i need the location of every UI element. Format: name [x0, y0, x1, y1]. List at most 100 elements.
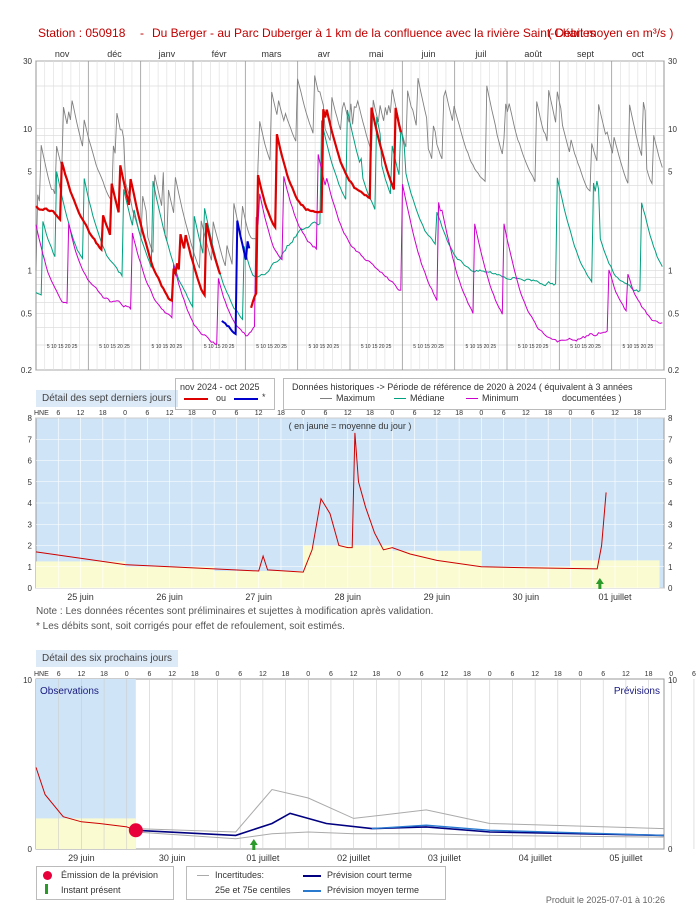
historical-title: Données historiques -> Période de référe…: [292, 382, 633, 392]
seven-hour-tick: 12: [344, 410, 352, 417]
seven-y-tick-right: 5: [668, 478, 673, 487]
seven-hour-tick: 0: [479, 410, 483, 417]
six-hour-tick: 18: [554, 671, 562, 678]
y-tick-label-right: 10: [668, 125, 677, 134]
seven-hour-tick: 18: [366, 410, 374, 417]
seven-y-tick: 3: [28, 520, 33, 529]
note-preliminary: Note : Les données récentes sont prélimi…: [36, 606, 434, 617]
max-swatch: [320, 398, 332, 399]
present-arrow-stem: [598, 584, 602, 589]
y-tick-label-right: 0.5: [668, 309, 680, 318]
seven-hour-tick: 0: [569, 410, 573, 417]
day-tick-label: 5 10 15 20 25: [413, 344, 444, 350]
seven-y-tick: 5: [28, 478, 33, 487]
month-tick-label: juin: [420, 49, 435, 59]
seven-y-tick: 6: [28, 457, 33, 466]
seven-hour-tick: 12: [166, 410, 174, 417]
current-series-part1: [35, 161, 222, 303]
forecast-legend: Incertitudes: 25e et 75e centiles Prévis…: [186, 866, 446, 900]
seven-days-button[interactable]: Détail des sept derniers jours: [36, 390, 178, 407]
day-tick-label: 5 10 15 20 25: [623, 344, 654, 350]
six-days-button[interactable]: Détail des six prochains jours: [36, 650, 179, 667]
note-estimated: * Les débits sont, soit corrigés pour ef…: [36, 621, 345, 632]
seven-hour-tick: 0: [301, 410, 305, 417]
y-tick-label: 10: [23, 125, 32, 134]
six-day-plot-area: [35, 678, 665, 850]
short-term-label: Prévision court terme: [327, 870, 413, 880]
historical-legend: Données historiques -> Période de référe…: [283, 378, 666, 410]
seven-hour-tick: 6: [324, 410, 328, 417]
month-tick-label: sept: [577, 49, 595, 59]
y-tick-label: 1: [28, 267, 33, 276]
six-day-label: 04 juillet: [519, 853, 553, 863]
six-hour-tick: 18: [645, 671, 653, 678]
month-tick-label: nov: [55, 49, 70, 59]
uncertainty-label: Incertitudes:: [215, 870, 265, 880]
seven-y-tick-right: 3: [668, 520, 673, 529]
six-hour-tick: 6: [147, 671, 151, 678]
emission-legend: Émission de la prévision Instant présent: [36, 866, 174, 900]
y-tick-label: 5: [28, 167, 33, 176]
seven-day-label: 30 juin: [513, 592, 540, 602]
period-title: nov 2024 - oct 2025: [180, 382, 260, 392]
observation-mean-band: [36, 818, 136, 849]
y-tick-label: 30: [23, 57, 32, 66]
seven-y-tick: 2: [28, 542, 33, 551]
month-tick-label: janv: [158, 49, 176, 59]
y-tick-label-right: 0.2: [668, 366, 680, 375]
month-tick-label: juil: [474, 49, 486, 59]
seven-hour-tick: 6: [591, 410, 595, 417]
six-y-tick-top-right: 10: [668, 676, 677, 685]
minimum-series: [35, 154, 663, 345]
median-swatch: [394, 398, 406, 399]
six-hour-tick: 12: [77, 671, 85, 678]
six-hour-tick: 6: [238, 671, 242, 678]
seven-hour-tick: 12: [522, 410, 530, 417]
day-tick-label: 5 10 15 20 25: [518, 344, 549, 350]
six-hour-tick: 0: [306, 671, 310, 678]
seven-hour-tick: 0: [212, 410, 216, 417]
seven-y-tick-right: 1: [668, 563, 673, 572]
six-hour-tick: 12: [350, 671, 358, 678]
short-term-forecast-line: [135, 812, 665, 837]
title-separator: -: [140, 26, 144, 40]
month-tick-label: déc: [107, 49, 122, 59]
seven-hour-tick: 18: [455, 410, 463, 417]
six-hour-tick: 0: [125, 671, 129, 678]
seven-hour-tick: 18: [277, 410, 285, 417]
month-tick-label: août: [524, 49, 542, 59]
six-hour-tick: 0: [216, 671, 220, 678]
previsions-label: Prévisions: [614, 686, 660, 697]
six-hour-tick: 0: [579, 671, 583, 678]
six-hour-tick: 18: [463, 671, 471, 678]
medium-term-label: Prévision moyen terme: [327, 885, 420, 895]
current-series-part2: [250, 107, 402, 309]
unit-label: ( Débit moyen en m³/s ): [548, 26, 674, 40]
day-tick-label: 5 10 15 20 25: [256, 344, 287, 350]
seven-hour-tick: 18: [99, 410, 107, 417]
day-tick-label: 5 10 15 20 25: [361, 344, 392, 350]
month-tick-label: avr: [318, 49, 331, 59]
seven-day-label: 28 juin: [335, 592, 362, 602]
six-day-label: 01 juillet: [246, 853, 280, 863]
six-hour-tick: 18: [100, 671, 108, 678]
day-tick-label: 5 10 15 20 25: [152, 344, 183, 350]
seven-hour-tick: 6: [56, 410, 60, 417]
month-tick-label: févr: [212, 49, 227, 59]
six-hour-tick: 12: [622, 671, 630, 678]
short-term-swatch: [303, 875, 321, 877]
month-tick-label: mars: [262, 49, 282, 59]
seven-hour-tick: 6: [234, 410, 238, 417]
uncertainty-lower: [135, 831, 665, 840]
day-tick-label: 5 10 15 20 25: [466, 344, 497, 350]
six-day-label: 03 juillet: [428, 853, 462, 863]
six-hour-tick: 12: [531, 671, 539, 678]
day-tick-label: 5 10 15 20 25: [204, 344, 235, 350]
uncertainty-swatch: [197, 875, 209, 876]
y-tick-label: 0.2: [21, 366, 33, 375]
seven-hour-tick: 6: [502, 410, 506, 417]
max-label: Maximum: [336, 393, 376, 403]
month-tick-label: mai: [369, 49, 384, 59]
seven-y-tick: 8: [28, 414, 33, 423]
